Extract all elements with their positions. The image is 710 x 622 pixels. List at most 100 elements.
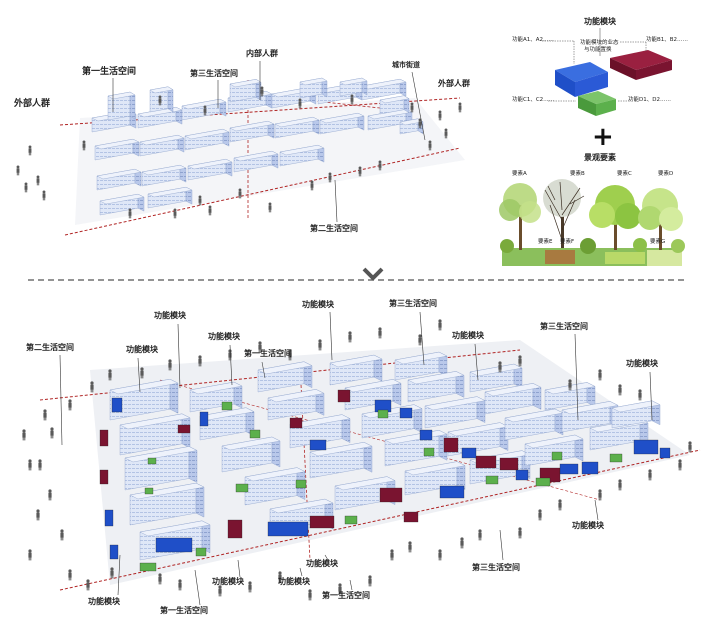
person-icon [568, 379, 572, 391]
function-module-block [443, 437, 459, 453]
leader-line [334, 179, 338, 223]
function-module-block [295, 479, 307, 489]
bottom-label-10: 功能模块 [572, 521, 604, 530]
person-icon [418, 334, 422, 346]
person-icon [43, 409, 47, 421]
legend-block-d-label: 功能D1、D2…… [628, 97, 671, 103]
person-icon [258, 341, 262, 353]
residential-building [424, 396, 486, 429]
person-icon [82, 140, 86, 151]
legend-block-b-label: 功能B1、B2…… [646, 37, 689, 43]
person-icon [218, 585, 222, 597]
bottom-label-6: 第三生活空间 [389, 299, 437, 308]
person-icon [618, 384, 622, 396]
function-module-block [551, 451, 563, 461]
bottom-site-plan [22, 311, 701, 606]
bottom-modules [99, 389, 671, 572]
function-module-block [155, 537, 193, 553]
shrub [671, 239, 685, 253]
function-module-block [195, 547, 207, 557]
module-block-green [578, 91, 616, 104]
person-icon [348, 331, 352, 343]
person-icon [328, 172, 332, 183]
person-icon [68, 569, 72, 581]
person-icon [438, 549, 442, 561]
person-icon [648, 469, 652, 481]
person-icon [48, 489, 52, 501]
function-module-block [199, 411, 209, 427]
function-module-block [419, 429, 433, 441]
element-a-label: 要素A [512, 171, 527, 177]
function-module-block [139, 562, 157, 572]
bottom-label-13: 第一生活空间 [322, 591, 370, 600]
residential-building [267, 389, 325, 421]
function-module-block [147, 457, 157, 465]
function-module-block [581, 461, 599, 475]
function-module-block [423, 447, 435, 457]
person-icon [538, 509, 542, 521]
bottom-label-7: 功能模块 [452, 331, 484, 340]
function-module-block [177, 424, 191, 434]
function-module-block [267, 521, 309, 537]
function-module-block [289, 417, 303, 429]
person-icon [288, 349, 292, 361]
person-icon [558, 499, 562, 511]
bottom-label-4: 功能模块 [302, 300, 334, 309]
residential-building [339, 77, 368, 97]
person-icon [22, 429, 26, 441]
legend-center-note-2: 与功能置换 [584, 47, 612, 53]
residential-building [484, 383, 542, 415]
person-icon [203, 105, 207, 116]
person-icon [50, 427, 54, 439]
function-module-block [309, 515, 335, 529]
residential-building [147, 186, 193, 209]
person-icon [378, 160, 382, 171]
bottom-people [22, 319, 692, 601]
residential-building [96, 168, 142, 191]
boundary-line [64, 147, 461, 236]
residential-building [299, 77, 328, 99]
person-icon [338, 583, 342, 595]
bottom-label-9: 功能模块 [626, 359, 658, 368]
person-icon [86, 579, 90, 591]
function-module-block [144, 487, 154, 495]
person-icon [458, 102, 462, 113]
residential-building [544, 382, 596, 411]
bottom-label-3: 功能模块 [208, 332, 240, 341]
person-icon [198, 355, 202, 367]
label-second-living-space: 第二生活空间 [310, 224, 358, 233]
person-icon [260, 86, 264, 97]
bottom-label-12: 功能模块 [306, 559, 338, 568]
residential-building [141, 164, 187, 187]
residential-building [524, 434, 584, 467]
legend-center-note-1: 功能模块的业态 [580, 40, 619, 46]
person-icon [444, 128, 448, 139]
function-module-block [403, 511, 419, 523]
residential-building [469, 363, 523, 393]
bottom-label-2: 功能模块 [154, 311, 186, 320]
residential-building [407, 371, 465, 403]
function-module-block [104, 509, 114, 527]
legend-block-a-label: 功能A1、A2…… [512, 37, 555, 43]
person-icon [208, 205, 212, 216]
person-icon [28, 459, 32, 471]
function-module-block [515, 469, 529, 481]
label-external-crowd-left: 外部人群 [14, 99, 51, 109]
residential-building [274, 116, 320, 139]
person-icon [16, 165, 20, 176]
person-icon [60, 529, 64, 541]
person-icon [28, 549, 32, 561]
person-icon [248, 581, 252, 593]
person-icon [618, 479, 622, 491]
bottom-label-17: 第一生活空间 [160, 606, 208, 615]
person-icon [140, 367, 144, 379]
person-icon [378, 327, 382, 339]
person-icon [638, 389, 642, 401]
person-icon [36, 509, 40, 521]
function-module-block [111, 397, 123, 413]
residential-building [221, 436, 281, 473]
residential-building [139, 134, 185, 157]
element-f-label: 要素F [560, 239, 575, 245]
residential-building [187, 158, 233, 181]
